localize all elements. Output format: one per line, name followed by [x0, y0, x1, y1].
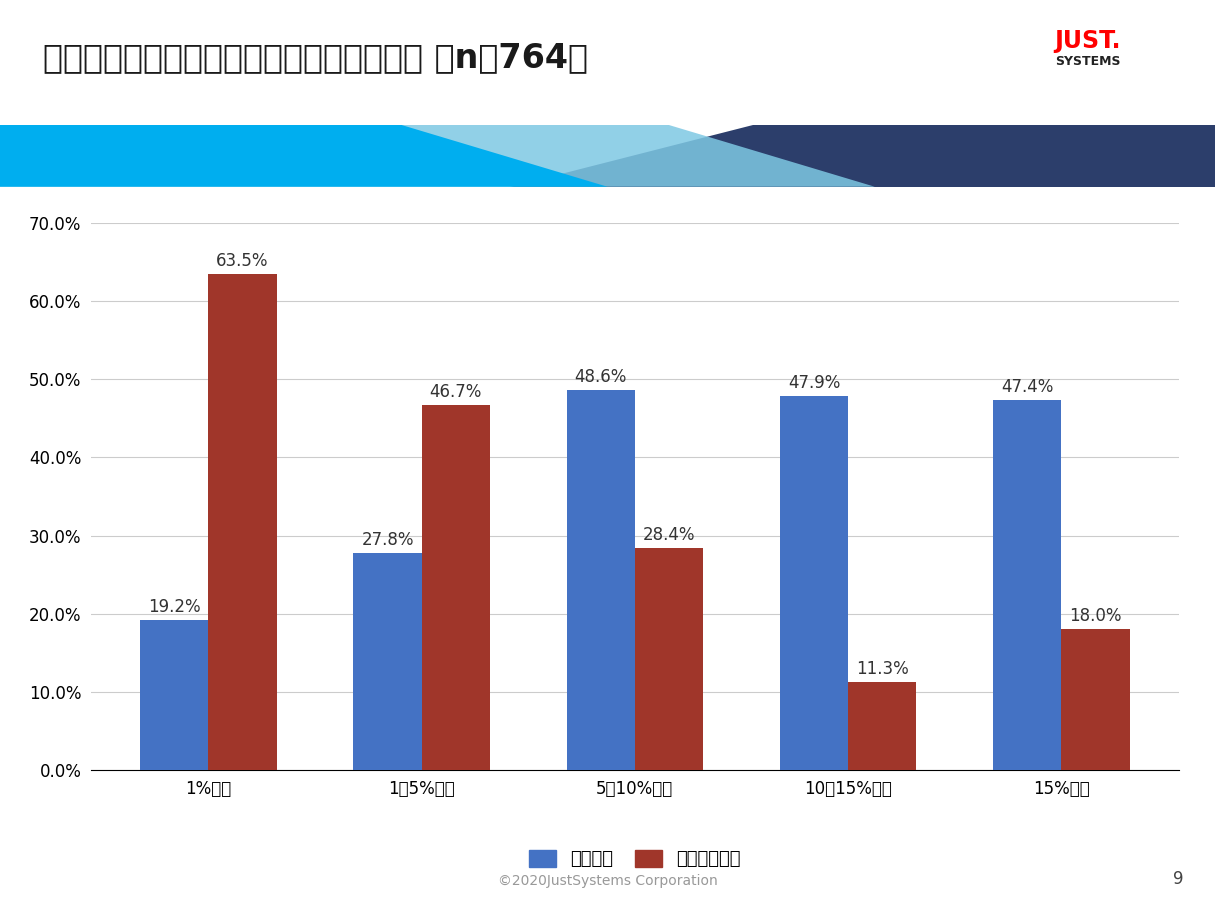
Polygon shape — [510, 125, 1215, 187]
Text: 28.4%: 28.4% — [643, 527, 695, 544]
Text: 46.7%: 46.7% — [430, 384, 482, 401]
Legend: そう思う, そう思わない: そう思う, そう思わない — [521, 843, 748, 875]
Bar — [566, 390, 635, 770]
Bar — [848, 681, 916, 770]
Text: JUST.: JUST. — [1055, 29, 1120, 53]
Text: 47.9%: 47.9% — [787, 374, 840, 392]
Bar — [780, 395, 848, 770]
Bar — [993, 400, 1061, 770]
Text: ©2020JustSystems Corporation: ©2020JustSystems Corporation — [498, 875, 717, 888]
Bar — [140, 619, 209, 770]
Text: 27.8%: 27.8% — [361, 531, 414, 548]
Text: 18.0%: 18.0% — [1069, 608, 1121, 625]
Text: 業務量と情シスの社員数は見合っているか （n＝764）: 業務量と情シスの社員数は見合っているか （n＝764） — [43, 41, 588, 74]
Bar — [1061, 630, 1130, 770]
Bar — [635, 548, 703, 770]
Text: 47.4%: 47.4% — [1001, 378, 1053, 395]
Text: 48.6%: 48.6% — [575, 368, 627, 386]
Text: SYSTEMS: SYSTEMS — [1055, 55, 1120, 67]
Polygon shape — [0, 125, 608, 187]
Text: 19.2%: 19.2% — [148, 598, 200, 616]
Bar — [422, 405, 490, 770]
Bar — [209, 274, 277, 770]
Polygon shape — [0, 125, 875, 187]
Text: 9: 9 — [1172, 870, 1183, 888]
Text: 11.3%: 11.3% — [855, 660, 909, 678]
Bar — [354, 553, 422, 770]
Text: 63.5%: 63.5% — [216, 252, 269, 270]
